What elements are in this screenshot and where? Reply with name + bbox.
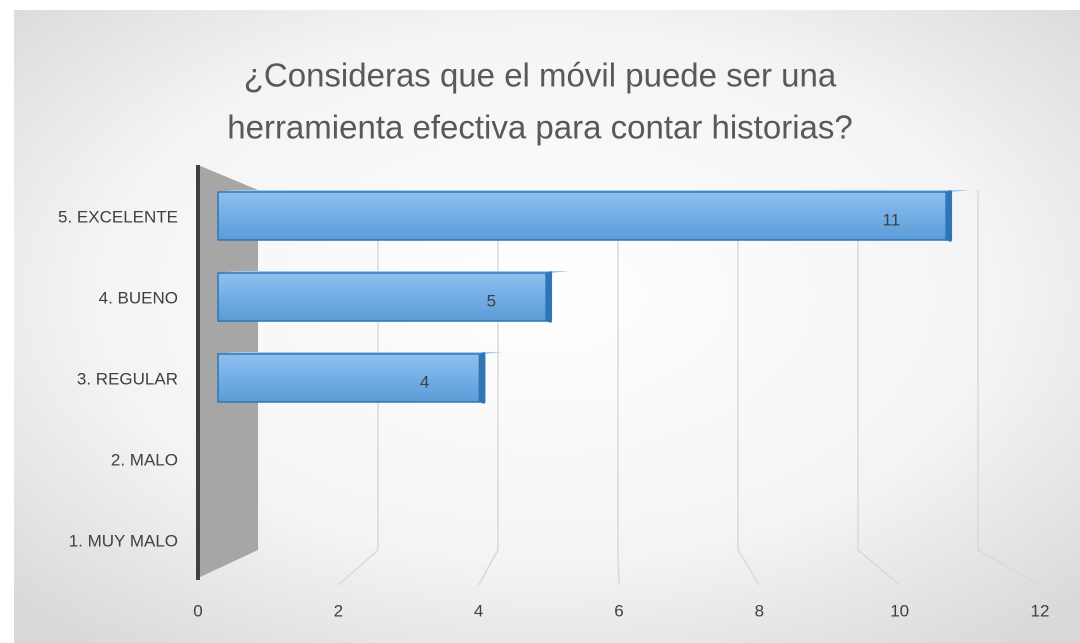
- y-tick-label: 1. MUY MALO: [69, 531, 178, 550]
- data-label: 4: [420, 372, 429, 391]
- x-tick-label: 2: [334, 601, 343, 620]
- y-tick-label: 3. REGULAR: [77, 369, 178, 388]
- x-tick-label: 8: [755, 601, 764, 620]
- data-label: 11: [883, 210, 901, 229]
- x-tick-label: 4: [474, 601, 483, 620]
- chart-title: ¿Consideras que el móvil puede ser una: [244, 57, 837, 94]
- grid-line: [857, 190, 901, 586]
- bar-end: [945, 190, 952, 242]
- x-tick-label: 6: [614, 601, 623, 620]
- y-tick-label: 2. MALO: [111, 450, 178, 469]
- x-tick-label: 12: [1031, 601, 1050, 620]
- grid-line: [617, 190, 620, 586]
- chart-title: herramienta efectiva para contar histori…: [227, 109, 853, 146]
- y-tick-label: 4. BUENO: [99, 288, 178, 307]
- grid-line: [977, 190, 1041, 586]
- data-label: 5: [487, 291, 496, 310]
- bar: [217, 353, 486, 403]
- bar-end: [545, 271, 552, 323]
- grid-line: [737, 190, 760, 586]
- x-tick-label: 10: [890, 601, 909, 620]
- bar: [217, 272, 553, 322]
- bar-end: [478, 352, 485, 404]
- y-tick-label: 5. EXCELENTE: [58, 207, 178, 226]
- bar: [217, 191, 953, 241]
- chart-background: [14, 10, 1080, 643]
- x-tick-label: 0: [193, 601, 202, 620]
